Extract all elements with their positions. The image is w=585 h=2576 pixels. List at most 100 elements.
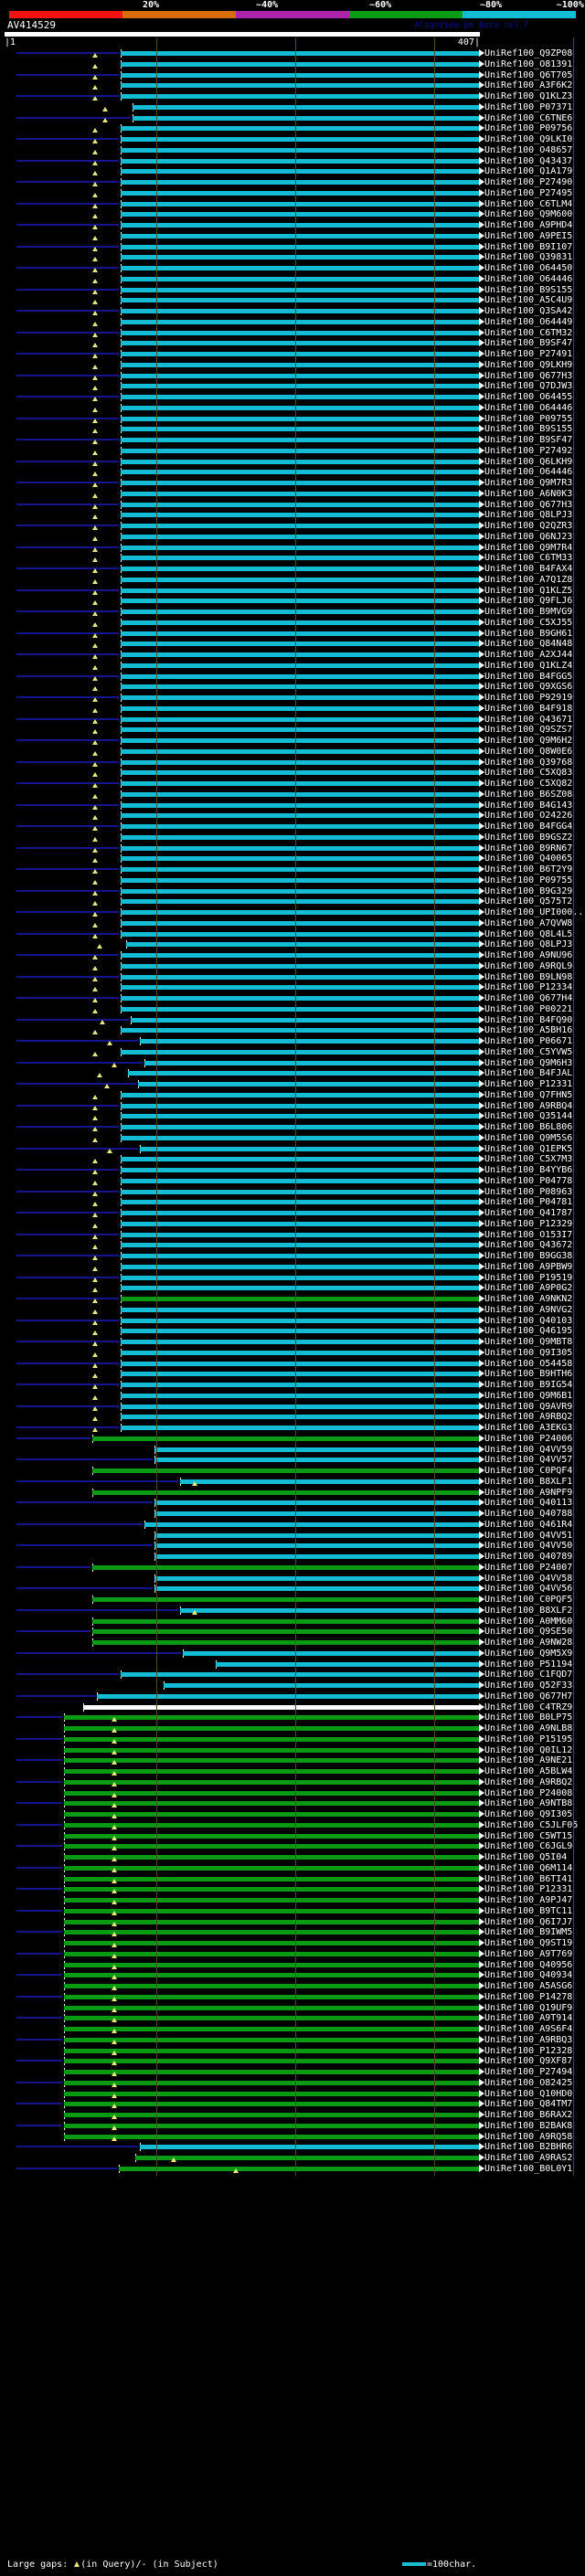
hit-row[interactable]: UniRef100_P27494: [0, 2067, 585, 2078]
hit-row[interactable]: UniRef100_C6TNE6: [0, 113, 585, 124]
hit-row[interactable]: UniRef100_B9I107: [0, 242, 585, 253]
hit-name-label[interactable]: UniRef100_B6TI41: [484, 1873, 573, 1884]
hsp-bar[interactable]: [64, 1822, 480, 1828]
hsp-bar[interactable]: [140, 2145, 480, 2150]
hit-row[interactable]: UniRef100_Q9M5S6: [0, 1133, 585, 1144]
hsp-bar[interactable]: [92, 1489, 480, 1495]
hit-row[interactable]: UniRef100_A9RAS2: [0, 2153, 585, 2164]
hsp-bar[interactable]: [121, 1264, 480, 1269]
hit-row[interactable]: UniRef100_B9GSZ2: [0, 832, 585, 843]
hit-name-label[interactable]: UniRef100_Q6I7J7: [484, 1916, 573, 1927]
hit-name-label[interactable]: UniRef100_B9IWM5: [484, 1927, 573, 1938]
hit-row[interactable]: UniRef100_Q9M6H2: [0, 736, 585, 747]
hit-name-label[interactable]: UniRef100_B8XLF1: [484, 1476, 573, 1487]
hsp-bar[interactable]: [121, 1092, 480, 1097]
hit-name-label[interactable]: UniRef100_Q6M114: [484, 1862, 573, 1873]
hit-name-label[interactable]: UniRef100_O82425: [484, 2077, 573, 2088]
hit-row[interactable]: UniRef100_B8XLF2: [0, 1606, 585, 1617]
hit-row[interactable]: UniRef100_A7Q1Z8: [0, 575, 585, 586]
hit-name-label[interactable]: UniRef100_A9PJ47: [484, 1895, 573, 1905]
hit-row[interactable]: UniRef100_O82425: [0, 2078, 585, 2089]
hit-row[interactable]: UniRef100_O81391: [0, 59, 585, 70]
hsp-bar[interactable]: [121, 748, 480, 754]
hsp-bar[interactable]: [64, 1962, 480, 1967]
hit-name-label[interactable]: UniRef100_Q43437: [484, 155, 573, 166]
hit-name-label[interactable]: UniRef100_A9S6F4: [484, 2024, 573, 2034]
hsp-bar[interactable]: [121, 1254, 480, 1258]
hit-row[interactable]: UniRef100_B6TI41: [0, 1874, 585, 1885]
hsp-bar[interactable]: [121, 856, 480, 862]
hsp-bar[interactable]: [140, 1146, 480, 1151]
hit-row[interactable]: UniRef100_O64446: [0, 467, 585, 478]
hit-name-label[interactable]: UniRef100_P92919: [484, 693, 573, 703]
hit-name-label[interactable]: UniRef100_C5X7M3: [484, 1154, 573, 1165]
hit-name-label[interactable]: UniRef100_B9IG54: [484, 1380, 573, 1390]
hit-name-label[interactable]: UniRef100_O48657: [484, 144, 573, 155]
hsp-bar[interactable]: [121, 1297, 480, 1301]
hit-row[interactable]: UniRef100_P24006: [0, 1434, 585, 1445]
hit-row[interactable]: UniRef100_Q9I305: [0, 1348, 585, 1359]
hit-row[interactable]: UniRef100_Q8L4L5: [0, 929, 585, 940]
hsp-bar[interactable]: [121, 94, 480, 99]
hsp-bar[interactable]: [121, 985, 480, 991]
hsp-bar[interactable]: [121, 1232, 480, 1237]
hit-name-label[interactable]: UniRef100_B9GG38: [484, 1251, 573, 1261]
hit-row[interactable]: UniRef100_Q9FLJ6: [0, 596, 585, 607]
hsp-bar[interactable]: [121, 1404, 480, 1409]
hsp-bar[interactable]: [121, 1340, 480, 1344]
hsp-bar[interactable]: [64, 1865, 480, 1871]
hsp-bar[interactable]: [121, 899, 480, 905]
hit-row[interactable]: UniRef100_O24226: [0, 811, 585, 822]
hit-name-label[interactable]: UniRef100_B9LN98: [484, 971, 573, 982]
hit-name-label[interactable]: UniRef100_B4FGG5: [484, 671, 573, 682]
hsp-bar[interactable]: [121, 341, 480, 346]
hit-row[interactable]: UniRef100_B9HTH6: [0, 1369, 585, 1380]
hsp-bar[interactable]: [64, 2005, 480, 2010]
hsp-bar[interactable]: [64, 2091, 480, 2096]
hit-row[interactable]: UniRef100_A9RQ58: [0, 2132, 585, 2143]
hit-row[interactable]: UniRef100_Q9M7R3: [0, 478, 585, 489]
hsp-bar[interactable]: [121, 652, 480, 657]
hit-row[interactable]: UniRef100_B9IG54: [0, 1380, 585, 1391]
hsp-bar[interactable]: [121, 824, 480, 829]
hit-row[interactable]: UniRef100_A5BH16: [0, 1025, 585, 1036]
hit-name-label[interactable]: UniRef100_C5WT15: [484, 1830, 573, 1841]
hsp-bar[interactable]: [121, 233, 480, 239]
hsp-bar[interactable]: [121, 1350, 480, 1355]
hit-row[interactable]: UniRef100_P12331: [0, 1884, 585, 1895]
hit-name-label[interactable]: UniRef100_Q40934: [484, 1970, 573, 1981]
hit-name-label[interactable]: UniRef100_Q9SZS7: [484, 725, 573, 736]
hit-name-label[interactable]: UniRef100_Q1EPK5: [484, 1143, 573, 1154]
hit-name-label[interactable]: UniRef100_Q9M6H2: [484, 736, 573, 746]
hsp-bar[interactable]: [64, 1908, 480, 1913]
hsp-bar[interactable]: [121, 1211, 480, 1215]
hsp-bar[interactable]: [133, 115, 480, 121]
hit-row[interactable]: UniRef100_B9IWM5: [0, 1927, 585, 1938]
hit-row[interactable]: UniRef100_P12331: [0, 1079, 585, 1090]
hsp-bar[interactable]: [121, 319, 480, 324]
hsp-bar[interactable]: [121, 556, 480, 561]
hit-row[interactable]: UniRef100_Q461R4: [0, 1520, 585, 1531]
hsp-bar[interactable]: [64, 1747, 480, 1753]
hsp-bar[interactable]: [64, 1887, 480, 1892]
hit-row[interactable]: UniRef100_Q6LKH9: [0, 457, 585, 468]
hsp-bar[interactable]: [64, 2059, 480, 2064]
hsp-bar[interactable]: [121, 491, 480, 496]
hit-name-label[interactable]: UniRef100_Q4VV57: [484, 1455, 573, 1466]
hit-row[interactable]: UniRef100_B9GG38: [0, 1251, 585, 1262]
hit-name-label[interactable]: UniRef100_P51194: [484, 1659, 573, 1670]
hit-row[interactable]: UniRef100_P24007: [0, 1563, 585, 1574]
hit-row[interactable]: UniRef100_B6T2Y9: [0, 864, 585, 875]
hit-row[interactable]: UniRef100_Q4VV50: [0, 1541, 585, 1552]
hit-name-label[interactable]: UniRef100_B4F918: [484, 703, 573, 714]
hsp-bar[interactable]: [154, 1586, 480, 1592]
hsp-bar[interactable]: [154, 1500, 480, 1506]
hit-name-label[interactable]: UniRef100_Q3SA42: [484, 306, 573, 316]
hit-name-label[interactable]: UniRef100_O64446: [484, 467, 573, 478]
hsp-bar[interactable]: [121, 663, 480, 668]
hit-row[interactable]: UniRef100_Q84N48: [0, 639, 585, 650]
hit-name-label[interactable]: UniRef100_Q46195: [484, 1326, 573, 1337]
hsp-bar[interactable]: [121, 438, 480, 442]
hit-row[interactable]: UniRef100_P92919: [0, 693, 585, 704]
hsp-bar[interactable]: [121, 83, 480, 89]
